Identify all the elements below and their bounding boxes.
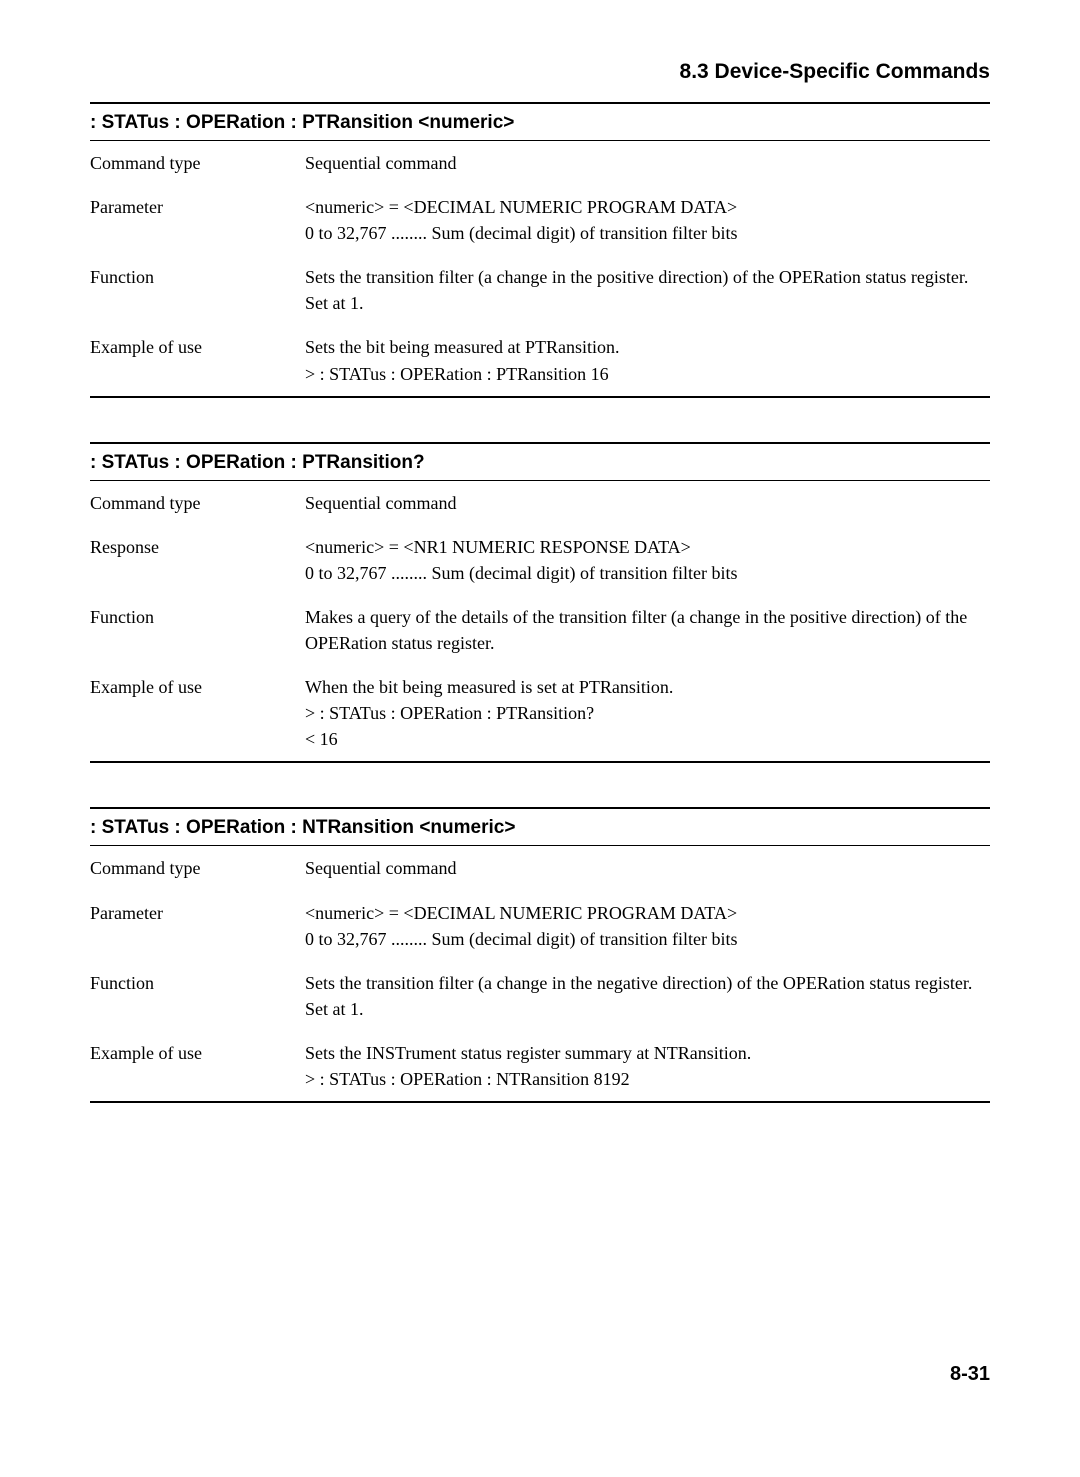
table-row: Command type Sequential command xyxy=(90,481,990,525)
command-title-row: : STATus : OPERation : NTRansition <nume… xyxy=(90,807,990,846)
command-table: Command type Sequential command Paramete… xyxy=(90,846,990,1101)
command-title-row: : STATus : OPERation : PTRansition <nume… xyxy=(90,102,990,141)
table-row: Response <numeric> = <NR1 NUMERIC RESPON… xyxy=(90,525,990,595)
table-row: Command type Sequential command xyxy=(90,141,990,185)
command-table: Command type Sequential command Paramete… xyxy=(90,141,990,396)
row-value: Sets the transition filter (a change in … xyxy=(305,961,990,1031)
row-label: Command type xyxy=(90,481,305,525)
command-table: Command type Sequential command Response… xyxy=(90,481,990,762)
row-value: Sets the transition filter (a change in … xyxy=(305,255,990,325)
table-row: Example of use Sets the bit being measur… xyxy=(90,325,990,395)
section-header: 8.3 Device-Specific Commands xyxy=(680,60,990,83)
command-block: : STATus : OPERation : PTRansition <nume… xyxy=(90,102,990,398)
table-row: Example of use When the bit being measur… xyxy=(90,665,990,761)
table-row: Parameter <numeric> = <DECIMAL NUMERIC P… xyxy=(90,185,990,255)
row-value: Sequential command xyxy=(305,481,990,525)
command-title: : STATus : OPERation : PTRansition? xyxy=(90,452,425,473)
row-label: Parameter xyxy=(90,185,305,255)
row-label: Command type xyxy=(90,141,305,185)
table-row: Example of use Sets the INSTrument statu… xyxy=(90,1031,990,1101)
bottom-rule xyxy=(90,1101,990,1103)
row-value: Makes a query of the details of the tran… xyxy=(305,595,990,665)
command-title-row: : STATus : OPERation : PTRansition? xyxy=(90,442,990,481)
page-number: 8-31 xyxy=(90,1363,990,1386)
row-value: <numeric> = <NR1 NUMERIC RESPONSE DATA>0… xyxy=(305,525,990,595)
command-title: : STATus : OPERation : NTRansition <nume… xyxy=(90,817,515,838)
row-label: Parameter xyxy=(90,891,305,961)
row-label: Example of use xyxy=(90,325,305,395)
table-row: Function Makes a query of the details of… xyxy=(90,595,990,665)
row-value: Sequential command xyxy=(305,846,990,890)
row-label: Response xyxy=(90,525,305,595)
page: 8.3 Device-Specific Commands : STATus : … xyxy=(0,0,1080,1426)
row-label: Example of use xyxy=(90,1031,305,1101)
row-label: Function xyxy=(90,595,305,665)
row-value: Sequential command xyxy=(305,141,990,185)
row-label: Function xyxy=(90,255,305,325)
command-block: : STATus : OPERation : PTRansition? Comm… xyxy=(90,442,990,764)
bottom-rule xyxy=(90,761,990,763)
row-label: Command type xyxy=(90,846,305,890)
row-value: <numeric> = <DECIMAL NUMERIC PROGRAM DAT… xyxy=(305,185,990,255)
table-row: Command type Sequential command xyxy=(90,846,990,890)
table-row: Function Sets the transition filter (a c… xyxy=(90,961,990,1031)
command-block: : STATus : OPERation : NTRansition <nume… xyxy=(90,807,990,1103)
table-row: Parameter <numeric> = <DECIMAL NUMERIC P… xyxy=(90,891,990,961)
row-label: Example of use xyxy=(90,665,305,761)
section-header-row: 8.3 Device-Specific Commands xyxy=(90,60,990,84)
command-title: : STATus : OPERation : PTRansition <nume… xyxy=(90,112,514,133)
row-value: <numeric> = <DECIMAL NUMERIC PROGRAM DAT… xyxy=(305,891,990,961)
row-value: Sets the bit being measured at PTRansiti… xyxy=(305,325,990,395)
row-value: When the bit being measured is set at PT… xyxy=(305,665,990,761)
bottom-rule xyxy=(90,396,990,398)
table-row: Function Sets the transition filter (a c… xyxy=(90,255,990,325)
row-value: Sets the INSTrument status register summ… xyxy=(305,1031,990,1101)
row-label: Function xyxy=(90,961,305,1031)
